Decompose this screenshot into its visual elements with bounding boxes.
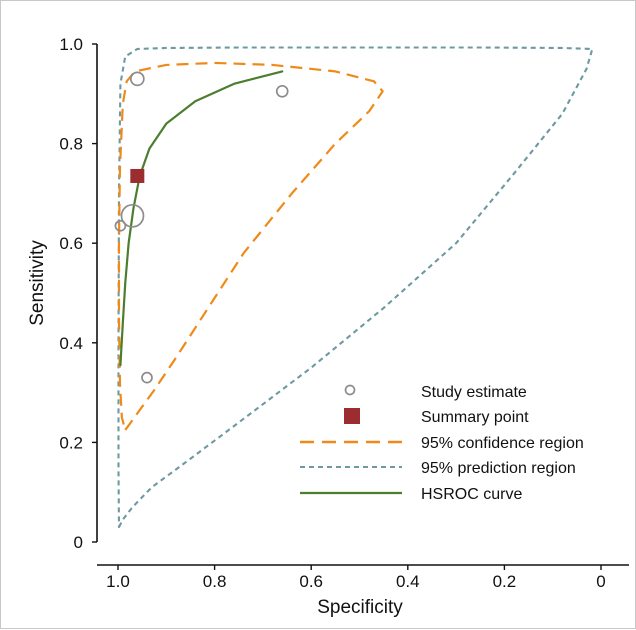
study-estimate-point-2 (120, 203, 145, 228)
y-tick-label-5: 1.0 (59, 35, 83, 54)
legend-item-summary-point: Summary point (344, 408, 529, 426)
y-tick-label-4: 0.8 (59, 135, 83, 154)
legend-study-estimate-icon (344, 384, 356, 396)
y-axis-title: Sensitivity (27, 240, 48, 326)
legend-item-prediction-region: 95% prediction region (300, 460, 576, 477)
study-estimate-point-3 (114, 219, 127, 232)
confidence-region (117, 61, 384, 432)
x-axis-title: Specificity (317, 597, 403, 618)
y-tick-label-3: 0.6 (59, 234, 83, 253)
legend-summary-point-icon (344, 408, 360, 424)
legend-label: HSROC curve (421, 486, 522, 503)
legend-item-confidence-region: 95% confidence region (300, 435, 584, 452)
legend-item-study-estimate: Study estimate (344, 384, 527, 401)
prediction-region (117, 46, 594, 529)
legend-label: 95% confidence region (421, 435, 584, 452)
legend-label: Summary point (421, 409, 529, 426)
study-estimate-point-0 (129, 71, 145, 87)
x-tick-label-0: 1.0 (106, 572, 130, 591)
x-tick-label-5: 0 (596, 572, 605, 591)
study-estimate-point-1 (275, 84, 289, 98)
legend-label: Study estimate (421, 384, 527, 401)
legend-item-hsroc-curve: HSROC curve (300, 486, 522, 503)
hsroc-curve (119, 70, 284, 367)
x-tick-label-4: 0.2 (493, 572, 517, 591)
points-layer (114, 71, 289, 384)
summary-point-marker (130, 168, 145, 183)
curves-layer (117, 46, 594, 529)
study-estimate-point-4 (141, 371, 153, 384)
y-tick-label-0: 0 (74, 533, 83, 552)
legend: Study estimate Summary point 95% confidenc… (300, 384, 584, 503)
x-tick-label-1: 0.8 (203, 572, 227, 591)
axes-layer: 0 0.2 0.4 0.6 0.8 1.0 1.0 0.8 0.6 0.4 0.2 0 Specific… (27, 35, 629, 618)
y-tick-label-2: 0.4 (59, 334, 83, 353)
legend-label: 95% prediction region (421, 460, 576, 477)
y-tick-label-1: 0.2 (59, 433, 83, 452)
x-tick-label-3: 0.4 (396, 572, 420, 591)
x-tick-label-2: 0.6 (299, 572, 323, 591)
